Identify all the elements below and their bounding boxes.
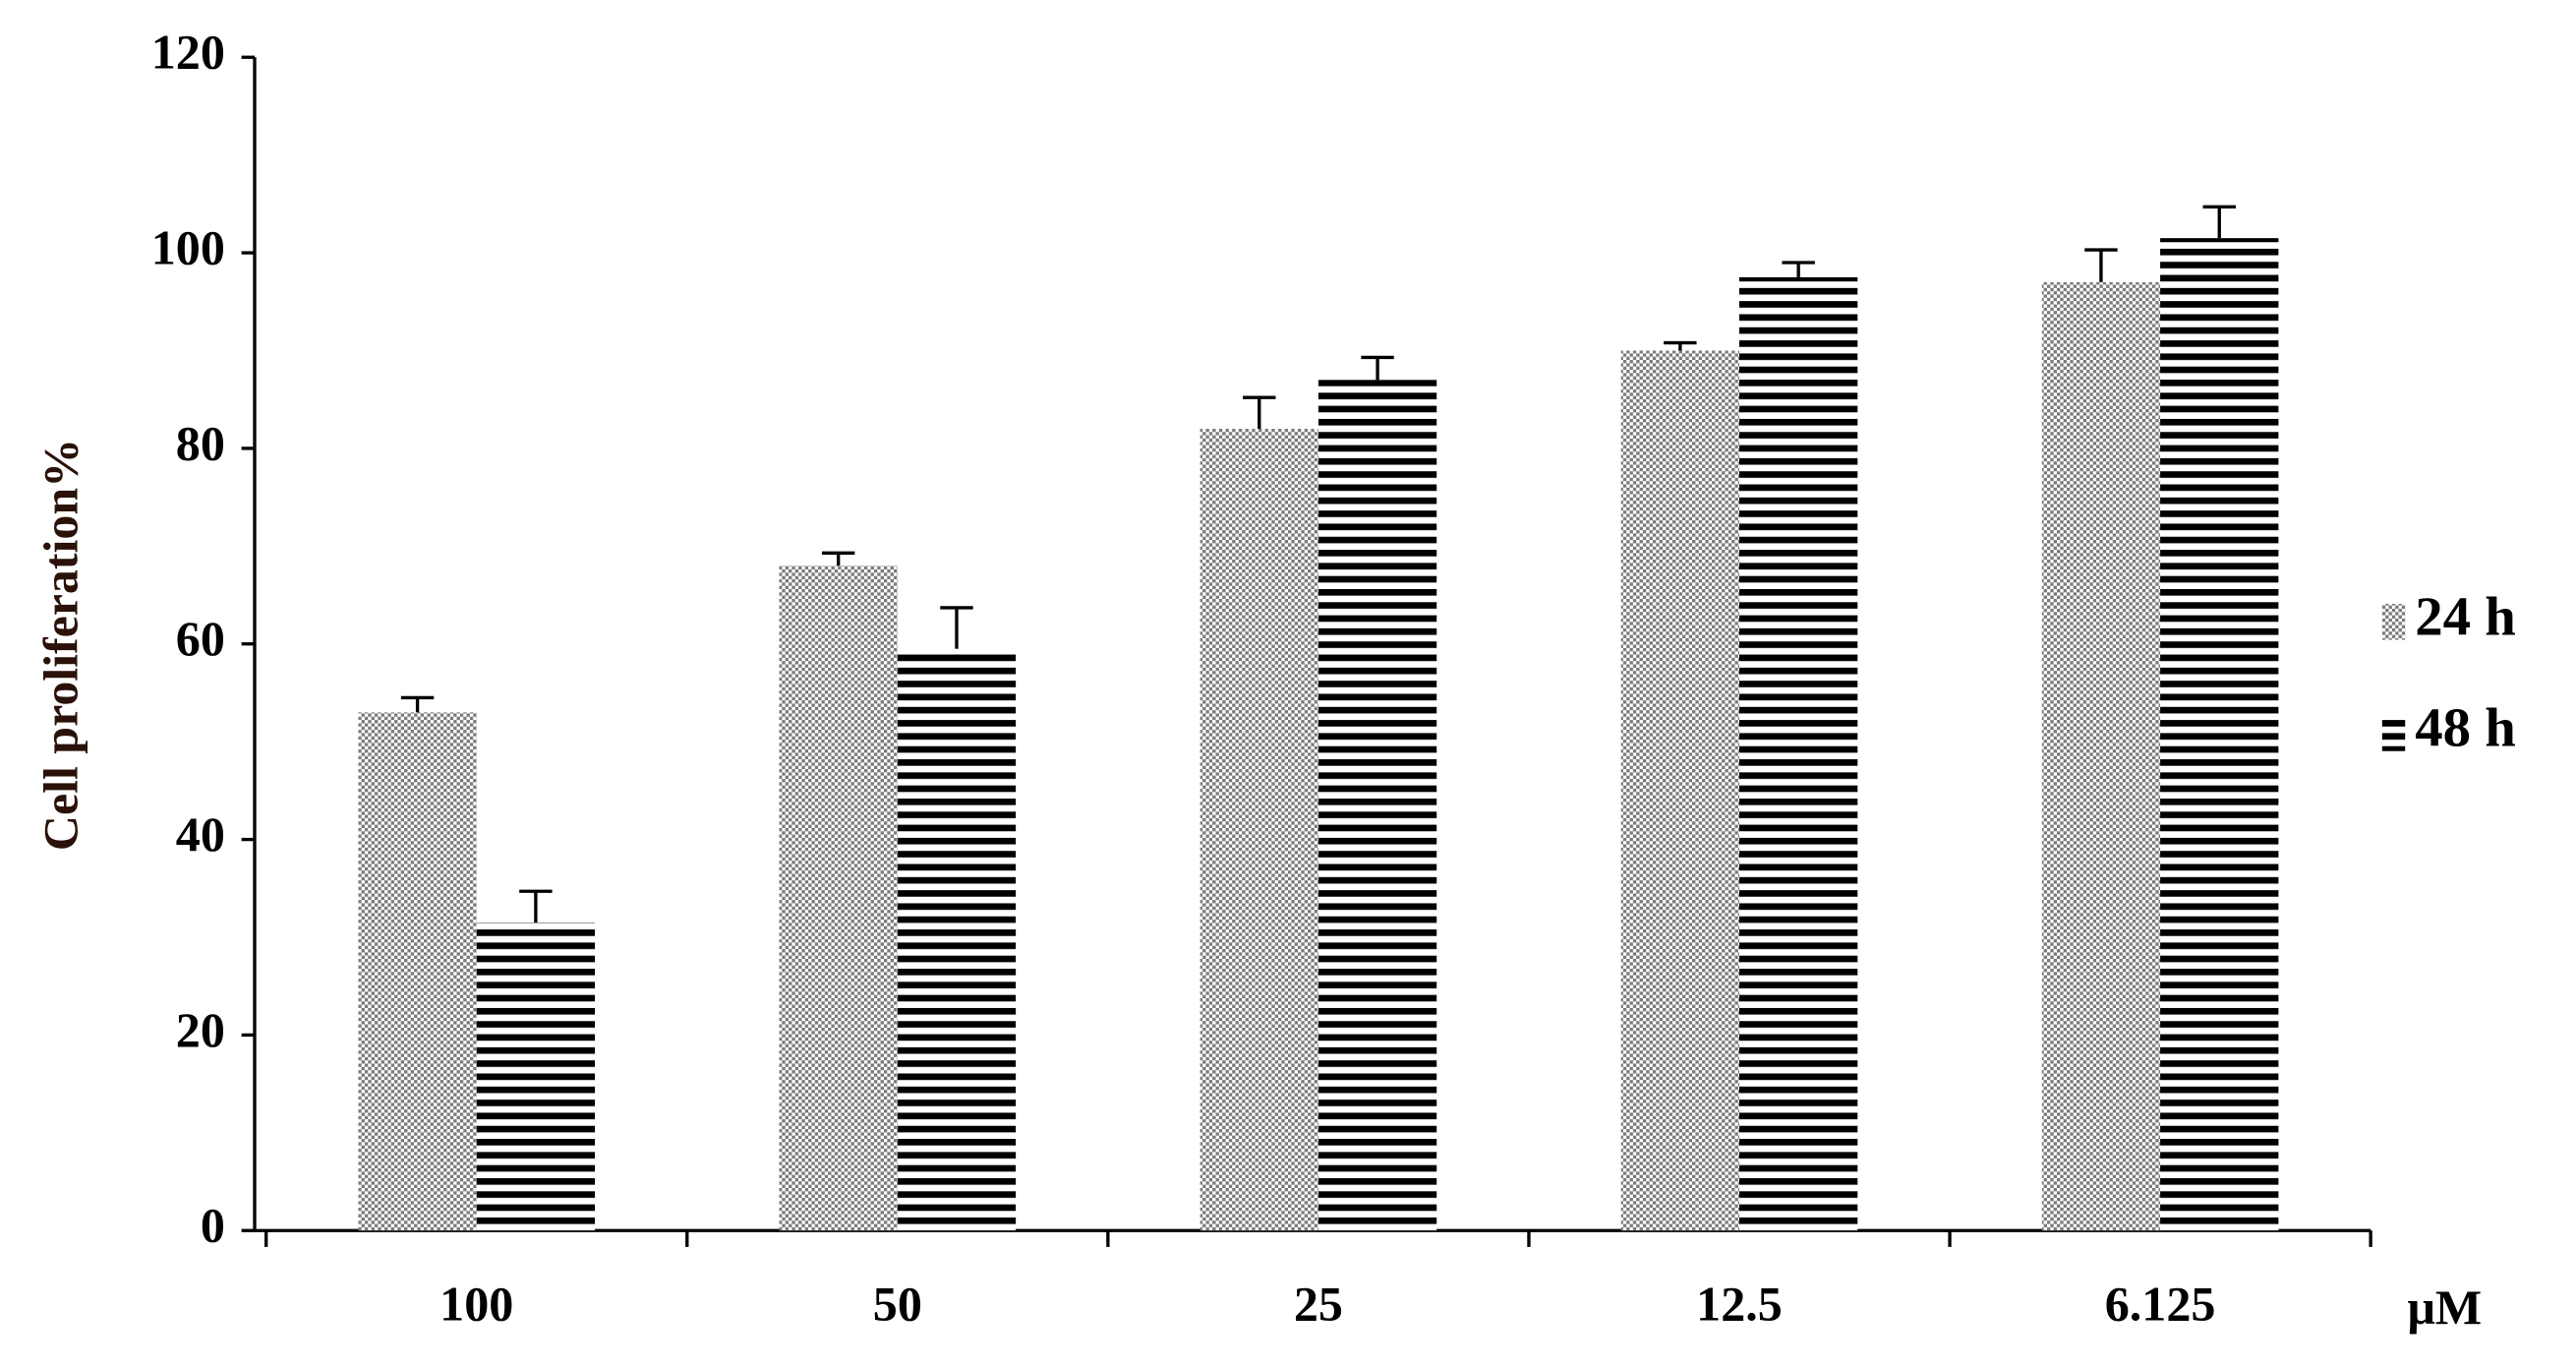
error-bar	[400, 695, 435, 713]
error-bar	[2084, 248, 2118, 282]
legend-swatch	[2381, 715, 2406, 751]
error-bar	[1243, 395, 1276, 430]
error-bar	[519, 889, 553, 923]
y-axis-label: Cell proliferation%	[32, 439, 88, 851]
bar	[779, 565, 898, 1231]
y-tick-label: 20	[176, 1002, 225, 1057]
error-bar	[1664, 340, 1697, 351]
bar	[476, 922, 596, 1231]
legend-label: 24 h	[2415, 585, 2516, 647]
bar	[1620, 350, 1740, 1231]
y-tick-label: 60	[176, 611, 225, 666]
x-tick-label: 12.5	[1696, 1277, 1783, 1332]
bar	[2041, 281, 2161, 1231]
y-tick-label: 40	[176, 806, 225, 862]
y-tick-label: 80	[176, 415, 225, 470]
x-tick-label: 50	[873, 1277, 922, 1332]
bar	[358, 712, 477, 1231]
y-tick-label: 120	[151, 25, 225, 80]
y-tick-label: 100	[151, 220, 225, 275]
x-tick-label: 25	[1294, 1277, 1343, 1332]
error-bar	[821, 551, 855, 566]
x-tick-label: 6.125	[2105, 1277, 2216, 1332]
error-bar	[940, 606, 973, 649]
x-unit-label: μM	[2407, 1279, 2482, 1335]
bar	[1739, 276, 1858, 1231]
bar	[2160, 238, 2279, 1231]
error-bar	[1361, 355, 1394, 381]
bar	[1317, 380, 1437, 1231]
legend-swatch	[2381, 603, 2406, 640]
legend-label: 48 h	[2415, 697, 2516, 759]
bar	[897, 648, 1017, 1231]
y-tick-label: 0	[201, 1198, 225, 1253]
error-bar	[2202, 205, 2236, 239]
error-bar	[1782, 261, 1815, 277]
bar	[1200, 429, 1318, 1231]
x-tick-label: 100	[439, 1277, 513, 1332]
